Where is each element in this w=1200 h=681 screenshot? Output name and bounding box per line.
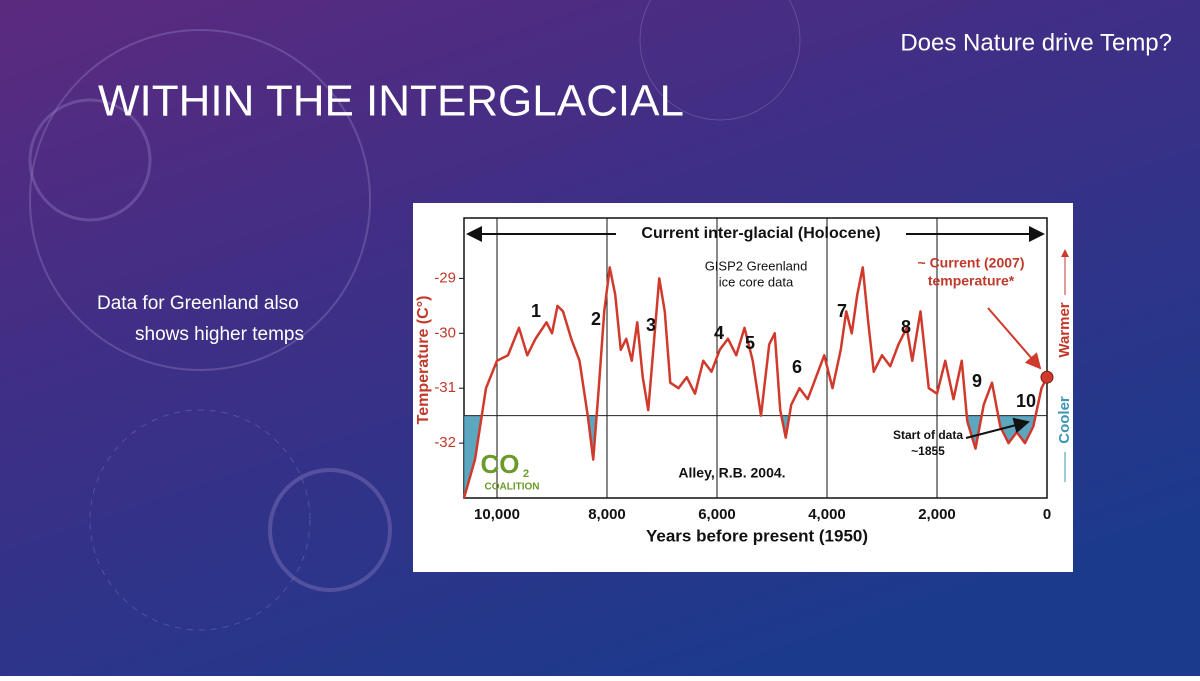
start-note: ~1855 (911, 444, 945, 458)
chart-title: Current inter-glacial (Holocene) (641, 225, 880, 242)
y-axis-label: Temperature (C°) (415, 296, 432, 425)
period-label: 8 (901, 317, 911, 337)
start-note: Start of data (893, 428, 963, 442)
period-label: 1 (531, 301, 541, 321)
period-label: 9 (972, 371, 982, 391)
x-tick-label: 2,000 (918, 506, 956, 523)
y-tick-label: -30 (434, 324, 456, 341)
period-label: 3 (646, 315, 656, 335)
decoration (28, 0, 801, 631)
cool-area (464, 415, 1036, 498)
x-tick-label: 0 (1043, 506, 1051, 523)
period-label: 6 (792, 357, 802, 377)
y-tick-label: -32 (434, 434, 456, 451)
temperature-line (462, 266, 1049, 499)
current-point (1040, 370, 1054, 384)
cooler-label: Cooler (1056, 396, 1073, 444)
start-arrow (965, 417, 1030, 439)
slide-title: WITHIN THE INTERGLACIAL (98, 77, 684, 126)
current-note: ~ Current (2007) (918, 255, 1025, 271)
x-tick-label: 8,000 (588, 506, 626, 523)
source-note: ice core data (719, 274, 794, 289)
y-tick-label: -29 (434, 269, 456, 286)
current-note: temperature* (928, 273, 1015, 289)
current-arrow (987, 307, 1042, 370)
source-note: GISP2 Greenland (705, 258, 808, 273)
logo: 2 (523, 468, 529, 480)
x-tick-label: 10,000 (474, 506, 520, 523)
warmer-label: Warmer (1056, 302, 1073, 357)
x-tick-label: 4,000 (808, 506, 846, 523)
period-label: 7 (837, 301, 847, 321)
x-axis-label: Years before present (1950) (646, 526, 868, 545)
logo: COALITION (485, 482, 540, 493)
period-label: 10 (1016, 391, 1036, 411)
y-tick-label: -31 (434, 379, 456, 396)
x-tick-label: 6,000 (698, 506, 736, 523)
citation: Alley, R.B. 2004. (678, 465, 785, 481)
period-label: 4 (714, 323, 724, 343)
logo: CO (481, 449, 520, 479)
body-text: Data for Greenland also (97, 293, 299, 314)
slide-header: Does Nature drive Temp? (900, 29, 1172, 56)
period-label: 2 (591, 309, 601, 329)
period-label: 5 (745, 333, 755, 353)
body-text: shows higher temps (135, 324, 304, 345)
